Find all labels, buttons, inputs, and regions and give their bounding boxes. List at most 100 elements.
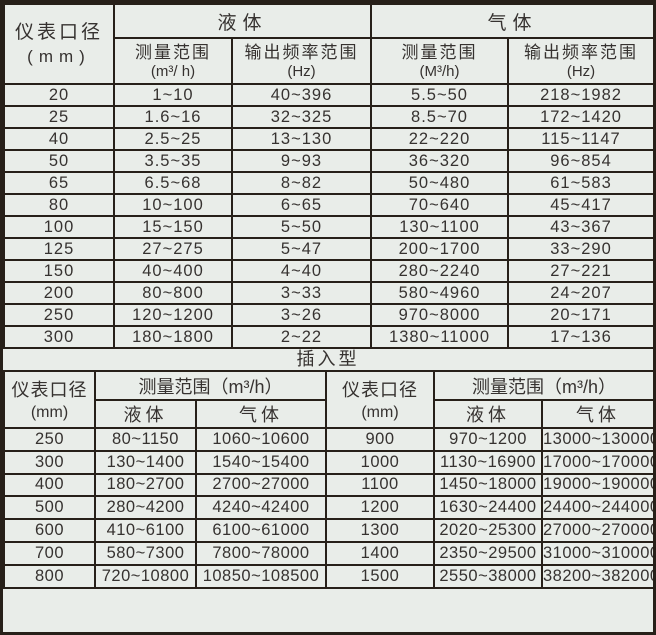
cell: 700 [3,540,96,566]
cell: 3~33 [230,281,373,305]
insertion-left-range-header: 测量范围（m³/h） [94,370,327,401]
cell: 25 [3,105,115,129]
cell: 36~320 [370,149,510,173]
cell: 1000 [325,449,435,475]
liquid-frequency-header: 输出频率范围 (Hz) [230,37,373,85]
cell: 80~800 [113,281,233,305]
cell: 5.5~50 [370,83,510,107]
table-row: 20 1~10 40~396 5.5~50 218~1982 [3,83,653,107]
cell: 115~1147 [507,127,653,151]
table-row: 800 720~10800 10850~108500 1500 2550~38000 38… [3,563,653,589]
cell: 250 [3,303,115,327]
cell: 31000~310000 [541,540,653,566]
cell: 150 [3,259,115,283]
table-row: 150 40~400 4~40 280~2240 27~221 [3,259,653,283]
insertion-left-gas-header: 气体 [195,399,327,429]
cell: 96~854 [507,149,653,173]
cell: 580~4960 [370,281,510,305]
cell: 250 [3,427,96,452]
table-row: 250 120~1200 3~26 970~8000 20~171 [3,303,653,327]
cell: 40~400 [113,259,233,283]
cell: 70~640 [370,193,510,217]
cell: 970~8000 [370,303,510,327]
cell: 1130~16900 [433,449,543,475]
insertion-left-diameter-header: 仪表口径 (mm) [3,370,96,429]
cell: 400 [3,472,96,498]
liquid-frequency-title: 输出频率范围 [244,43,359,62]
insertion-type-title: 插入型 [296,349,360,369]
insertion-left-diameter-title: 仪表口径 [11,379,88,400]
cell: 5~47 [230,237,373,261]
cell: 1.6~16 [113,105,233,129]
cell: 2020~25300 [433,518,543,543]
cell: 1~10 [113,83,233,107]
liquid-range-unit: (m³/ h) [150,63,196,80]
cell: 172~1420 [507,105,653,129]
liquid-group-header: 液体 [112,3,373,39]
cell: 1400 [325,540,435,566]
cell: 27~221 [507,259,653,283]
sub-header-row: 测量范围 (m³/ h) 输出频率范围 (Hz) 测量范围 (M³/h) 输出频… [4,37,653,85]
cell: 120~1200 [113,303,233,327]
cell: 15~150 [113,215,233,239]
cell: 7800~78000 [195,540,327,566]
insertion-right-gas-header: 气体 [541,399,653,429]
cell: 600 [3,518,96,543]
cell: 180~1800 [113,325,233,349]
cell: 1380~11000 [370,325,510,349]
cell: 130~1400 [94,449,197,475]
cell: 80 [3,193,115,217]
table-row: 250 80~1150 1060~10600 900 970~1200 13000~130… [3,427,653,452]
cell: 50 [3,149,115,173]
cell: 2350~29500 [433,540,543,566]
diameter-header-unit: (mm) [27,47,91,66]
table-row: 50 3.5~35 9~93 36~320 96~854 [3,149,653,173]
insertion-right-range-header: 测量范围（m³/h） [433,370,653,401]
cell: 19000~190000 [541,472,653,498]
diameter-header-title: 仪表口径 [14,22,103,43]
cell: 4~40 [230,259,373,283]
cell: 1100 [325,472,435,498]
table-row: 80 10~100 6~65 70~640 45~417 [3,193,653,217]
insertion-right-diameter-title: 仪表口径 [342,379,418,400]
table-row: 125 27~275 5~47 200~1700 33~290 [3,237,653,261]
cell: 6100~61000 [195,518,327,543]
cell: 22~220 [370,127,510,151]
insertion-right-liquid-header: 液体 [433,399,543,429]
insertion-meter-table: 仪表口径 (mm) 测量范围（m³/h） 仪表口径 (mm) 测量范围（m³/h… [3,370,653,589]
cell: 24400~244000 [541,495,653,521]
cell: 1300 [325,518,435,543]
table-row: 400 180~2700 2700~27000 1100 1450~18000 19000… [3,472,653,498]
cell: 8.5~70 [370,105,510,129]
cell: 80~1150 [94,427,197,452]
gas-frequency-unit: (Hz) [566,63,596,80]
cell: 6.5~68 [113,171,233,195]
cell: 280~2240 [370,259,510,283]
cell: 4240~42400 [195,495,327,521]
insertion-right-diameter-unit: (mm) [361,403,399,421]
cell: 800 [3,563,96,589]
cell: 6~65 [230,193,373,217]
cell: 40~396 [230,83,373,107]
cell: 17~136 [507,325,653,349]
table-row: 600 410~6100 6100~61000 1300 2020~25300 27000… [3,518,653,543]
cell: 27~275 [113,237,233,261]
cell: 20 [3,83,115,107]
gas-range-title: 测量范围 [401,43,478,62]
cell: 1200 [325,495,435,521]
cell: 50~480 [370,171,510,195]
cell: 1060~10600 [195,427,327,452]
liquid-range-title: 测量范围 [135,43,211,62]
insertion-table-body: 250 80~1150 1060~10600 900 970~1200 13000~130… [3,427,653,589]
table-row: 65 6.5~68 8~82 50~480 61~583 [3,171,653,195]
cell: 65 [3,171,115,195]
table-row: 100 15~150 5~50 130~1100 43~367 [3,215,653,239]
cell: 125 [3,237,115,261]
cell: 13~130 [230,127,373,151]
cell: 13000~130000 [541,427,653,452]
cell: 45~417 [507,193,653,217]
cell: 300 [3,449,96,475]
cell: 9~93 [230,149,373,173]
flange-table-body: 20 1~10 40~396 5.5~50 218~1982 25 1.6~16 32~325… [3,83,653,349]
